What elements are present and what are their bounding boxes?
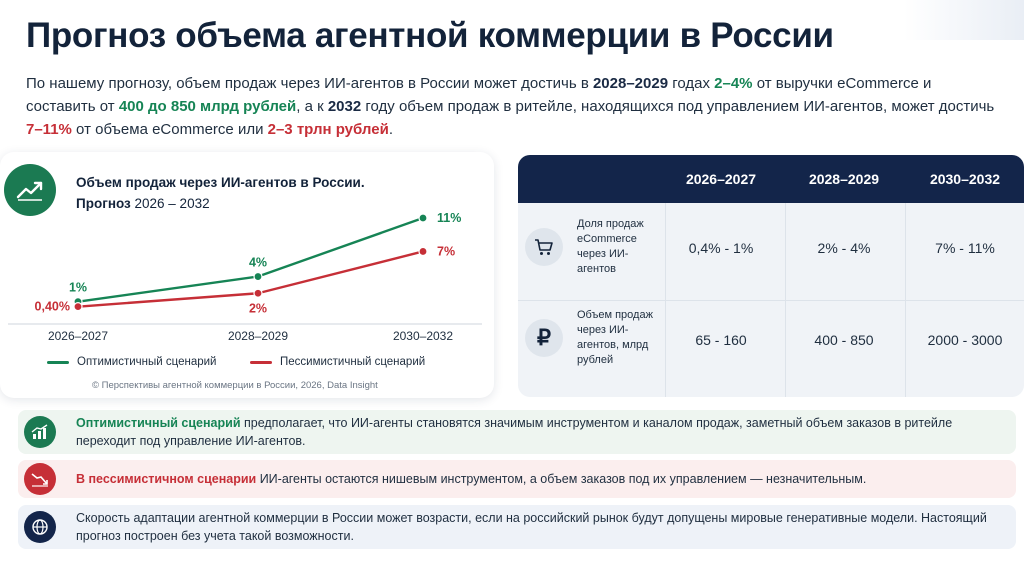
chart-subtitle-range: 2026 – 2032	[130, 196, 210, 211]
intro-part: от выручки eCommerce и составить от	[26, 75, 932, 115]
table-header-cell: 2026–2027	[685, 171, 757, 187]
note-body: Скорость адаптации агентной коммерции в …	[76, 511, 987, 543]
note-text: В пессимистичном сценарии ИИ-агенты оста…	[76, 470, 1006, 488]
table-cell: 65 - 160	[695, 332, 747, 348]
growth-chart-icon	[24, 416, 56, 448]
table-header-cell: 2030–2032	[929, 171, 1001, 187]
intro-highlight: 7–11%	[26, 121, 72, 138]
data-point	[253, 288, 263, 298]
table-cell: 7% - 11%	[935, 240, 995, 256]
data-point	[253, 271, 263, 282]
x-tick-label: 2026–2027	[48, 329, 108, 343]
ruble-glyph: ₽	[537, 325, 551, 350]
intro-highlight: 400 до 850 млрд рублей	[118, 98, 297, 115]
ruble-icon: ₽	[525, 319, 563, 357]
intro-part: от объема eCommerce или	[71, 121, 268, 138]
data-point	[73, 302, 83, 312]
x-tick-label: 2030–2032	[393, 329, 453, 343]
note-text: Оптимистичный сценарий предполагает, что…	[76, 414, 1006, 450]
table-header: 2026–2027 2028–2029 2030–2032	[518, 155, 1024, 203]
data-label: 2%	[249, 301, 267, 315]
intro-part: , а к	[296, 98, 328, 115]
note-optimistic: Оптимистичный сценарий предполагает, что…	[18, 410, 1016, 454]
table-header-cell: 2028–2029	[808, 171, 880, 187]
row-label: Объем продаж через ИИ-агентов, млрд рубл…	[577, 309, 653, 366]
intro-part: годах	[668, 75, 715, 92]
intro-part: .	[388, 121, 393, 138]
page-title: Прогноз объема агентной коммерции в Росс…	[26, 16, 834, 55]
globe-icon	[24, 511, 56, 543]
chart-subtitle-bold: Прогноз	[76, 196, 131, 211]
intro-highlight: 2028–2029	[592, 75, 669, 92]
chart-source: © Перспективы агентной коммерции в Росси…	[92, 380, 378, 391]
note-pessimistic: В пессимистичном сценарии ИИ-агенты оста…	[18, 460, 1016, 498]
legend-optimistic: Оптимистичный сценарий	[47, 356, 216, 368]
row-label: Доля продаж eCommerce через ИИ-агентов	[577, 218, 644, 275]
intro-highlight: 2032	[327, 98, 362, 115]
table-cell: 2000 - 3000	[927, 332, 1003, 348]
chart-title-line: Объем продаж через ИИ-агентов в России.	[76, 175, 365, 190]
chart-subtitle: Прогноз 2026 – 2032	[76, 193, 365, 214]
note-info: Скорость адаптации агентной коммерции в …	[18, 505, 1016, 549]
line-chart: 1% 4% 11% 0,40% 2% 7% 2026–2027 2028–2029 2030–2…	[8, 211, 482, 343]
trending-up-icon	[4, 164, 56, 216]
table-cell: 400 - 850	[814, 332, 874, 348]
table-divider	[518, 300, 1024, 301]
x-tick-label: 2028–2029	[228, 329, 288, 343]
table-cell: 0,4% - 1%	[688, 240, 754, 256]
data-label: 4%	[249, 256, 267, 270]
decline-chart-icon	[24, 463, 56, 495]
table-cell: 2% - 4%	[817, 240, 871, 256]
data-point	[418, 246, 428, 257]
data-point	[418, 213, 428, 223]
intro-highlight: 2–3 трлн рублей	[267, 121, 389, 138]
note-highlight: В пессимистичном сценарии	[76, 472, 257, 486]
shopping-cart-icon	[525, 228, 563, 266]
legend-swatch-red	[250, 360, 272, 364]
data-label: 0,40%	[35, 300, 70, 314]
intro-highlight: 2–4%	[714, 75, 753, 92]
legend-label: Пессимистичный сценарий	[280, 356, 426, 368]
note-body: предполагает, что ИИ-агенты становятся з…	[76, 416, 953, 448]
intro-text: По нашему прогнозу, объем продаж через И…	[26, 72, 996, 141]
legend-swatch-green	[47, 360, 69, 364]
data-label: 11%	[437, 211, 461, 225]
note-body: ИИ-агенты остаются нишевым инструментом,…	[256, 472, 867, 486]
intro-part: По нашему прогнозу, объем продаж через И…	[26, 75, 593, 92]
data-label: 7%	[437, 244, 455, 258]
top-decor	[904, 0, 1024, 40]
data-label: 1%	[69, 281, 87, 295]
note-text: Скорость адаптации агентной коммерции в …	[76, 509, 1006, 545]
intro-part: году объем продаж в ритейле, находящихся…	[361, 98, 995, 115]
legend-pessimistic: Пессимистичный сценарий	[250, 356, 425, 368]
note-highlight: Оптимистичный сценарий	[76, 416, 241, 430]
chart-card	[0, 152, 494, 398]
forecast-table: 2026–2027 2028–2029 2030–2032 Доля прода…	[518, 155, 1024, 397]
chart-title: Объем продаж через ИИ-агентов в России. …	[76, 172, 365, 214]
legend-label: Оптимистичный сценарий	[77, 356, 217, 368]
